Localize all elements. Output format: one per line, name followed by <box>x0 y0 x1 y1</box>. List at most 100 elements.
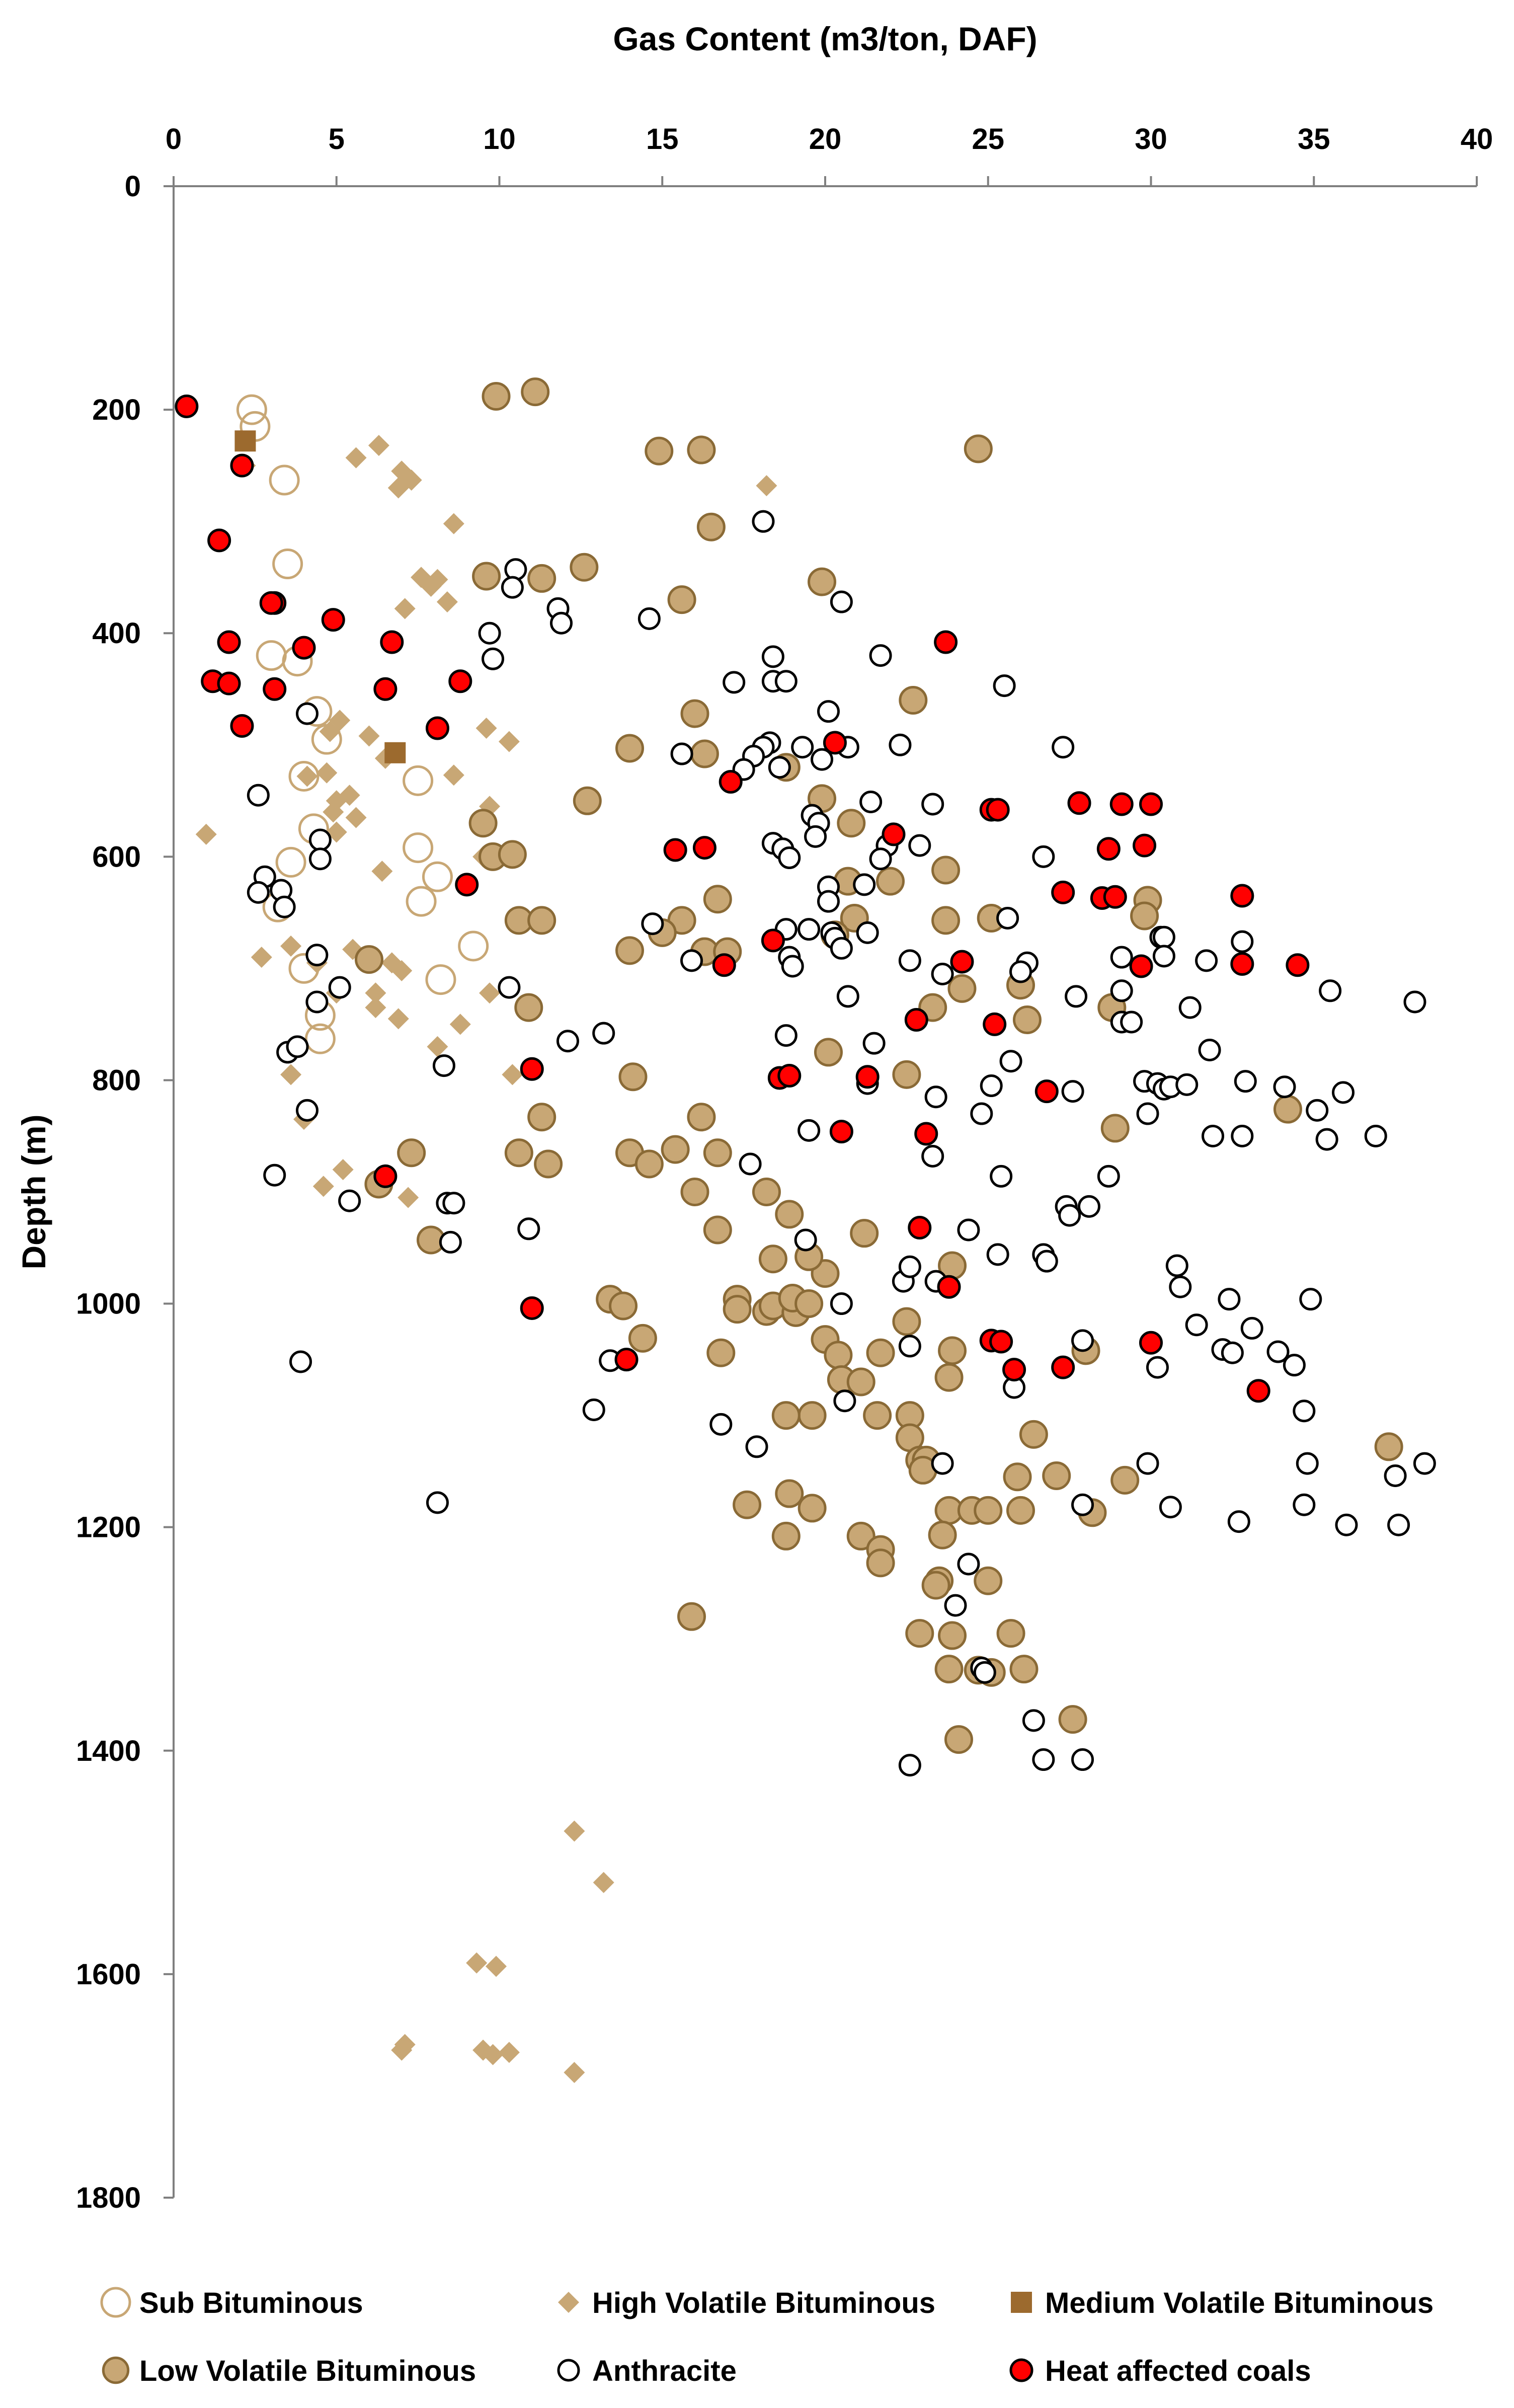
data-point-anthracite <box>1146 1356 1169 1379</box>
data-point-anthracite <box>286 1035 309 1058</box>
data-point-heat-affected-coals <box>230 453 254 478</box>
data-point-sub-bituminous <box>256 640 287 671</box>
data-point-anthracite <box>1052 736 1075 759</box>
data-point-low-volatile-bituminous <box>798 1401 827 1430</box>
data-point-anthracite <box>1221 1341 1244 1364</box>
data-point-low-volatile-bituminous <box>472 562 501 591</box>
data-point-heat-affected-coals <box>373 677 397 701</box>
data-point-anthracite <box>1403 990 1426 1014</box>
data-point-low-volatile-bituminous <box>771 1521 801 1550</box>
legend-marker-sub-bituminous <box>100 2287 131 2318</box>
data-point-high-volatile-bituminous <box>312 1176 334 1197</box>
data-point-anthracite <box>791 736 814 759</box>
data-point-high-volatile-bituminous <box>368 435 389 456</box>
data-point-heat-affected-coals <box>373 1164 397 1188</box>
data-point-anthracite <box>1315 1128 1338 1151</box>
data-point-heat-affected-coals <box>520 1057 544 1081</box>
data-point-anthracite <box>442 1192 465 1215</box>
data-point-anthracite <box>1077 1195 1100 1218</box>
data-point-anthracite <box>1227 1510 1250 1533</box>
data-point-low-volatile-bituminous <box>514 993 543 1022</box>
data-point-low-volatile-bituminous <box>905 1619 934 1648</box>
data-point-heat-affected-coals <box>986 798 1010 822</box>
data-point-low-volatile-bituminous <box>1058 1705 1087 1734</box>
data-point-low-volatile-bituminous <box>1019 1420 1048 1449</box>
data-point-anthracite <box>752 510 775 533</box>
data-point-heat-affected-coals <box>292 636 316 660</box>
data-point-anthracite <box>1231 1124 1254 1147</box>
data-point-high-volatile-bituminous <box>498 731 520 752</box>
data-layer <box>175 377 1436 2083</box>
series-sub-bituminous <box>236 394 489 1054</box>
data-point-low-volatile-bituminous <box>527 1103 556 1132</box>
data-point-anthracite <box>1032 1748 1055 1771</box>
data-point-high-volatile-bituminous <box>449 1014 471 1035</box>
data-point-low-volatile-bituminous <box>1042 1461 1071 1491</box>
data-point-anthracite <box>993 674 1016 697</box>
data-point-low-volatile-bituminous <box>573 786 602 815</box>
data-point-anthracite <box>1175 1073 1199 1096</box>
data-point-low-volatile-bituminous <box>1006 1496 1035 1525</box>
data-point-low-volatile-bituminous <box>1374 1432 1403 1461</box>
data-point-anthracite <box>426 1491 449 1514</box>
data-point-heat-affected-coals <box>712 953 736 977</box>
data-point-low-volatile-bituminous <box>527 906 556 935</box>
data-point-anthracite <box>1384 1464 1407 1488</box>
data-point-high-volatile-bituminous <box>319 721 341 742</box>
data-point-anthracite <box>338 1189 361 1212</box>
data-point-anthracite <box>498 976 521 999</box>
data-point-heat-affected-coals <box>777 1064 802 1088</box>
legend-marker-high-volatile-bituminous <box>558 2292 579 2313</box>
data-point-high-volatile-bituminous <box>345 447 367 469</box>
data-point-sub-bituminous <box>288 760 320 792</box>
data-point-anthracite <box>328 976 351 999</box>
data-point-low-volatile-bituminous <box>794 1289 824 1318</box>
data-point-anthracite <box>1234 1070 1257 1093</box>
data-point-high-volatile-bituminous <box>564 1820 585 1842</box>
y-tick-label: 1800 <box>76 2182 141 2214</box>
data-point-anthracite <box>957 1552 980 1576</box>
data-point-anthracite <box>836 985 859 1008</box>
axes-layer: 0 5 10 15 20 25 30 35 40020040060080010001200140… <box>15 20 1493 2214</box>
data-point-high-volatile-bituminous <box>387 1008 409 1030</box>
data-point-low-volatile-bituminous <box>534 1149 563 1179</box>
data-point-low-volatile-bituminous <box>1130 901 1159 930</box>
data-point-heat-affected-coals <box>934 630 958 654</box>
data-point-medium-volatile-bituminous <box>384 742 406 763</box>
data-point-heat-affected-coals <box>989 1330 1013 1354</box>
legend-item-low-volatile-bituminous: Low Volatile Bituminous <box>102 2355 476 2387</box>
series-low-volatile-bituminous <box>355 377 1403 1754</box>
data-point-anthracite <box>768 756 791 779</box>
data-point-low-volatile-bituminous <box>504 1138 533 1168</box>
data-point-anthracite <box>478 622 501 645</box>
data-point-heat-affected-coals <box>1133 833 1157 858</box>
data-point-low-volatile-bituminous <box>752 1178 781 1206</box>
data-point-anthracite <box>889 733 912 756</box>
data-point-heat-affected-coals <box>1034 1079 1059 1104</box>
x-tick-label: 20 <box>809 123 842 156</box>
data-point-anthracite <box>1293 1493 1316 1516</box>
data-point-anthracite <box>1136 1102 1159 1125</box>
data-point-anthracite <box>247 784 270 807</box>
data-point-anthracite <box>1152 945 1175 968</box>
data-point-high-volatile-bituminous <box>323 801 344 823</box>
data-point-anthracite <box>811 748 834 771</box>
data-point-high-volatile-bituminous <box>593 1872 614 1893</box>
y-tick-label: 1400 <box>76 1735 141 1767</box>
series-medium-volatile-bituminous <box>234 430 406 763</box>
data-point-anthracite <box>1202 1124 1225 1147</box>
data-point-anthracite <box>817 700 840 723</box>
data-point-sub-bituminous <box>236 394 267 425</box>
data-point-heat-affected-coals <box>823 731 847 755</box>
data-point-low-volatile-bituminous <box>808 567 837 596</box>
data-point-low-volatile-bituminous <box>775 1479 804 1508</box>
data-point-low-volatile-bituminous <box>1009 1655 1039 1684</box>
data-point-heat-affected-coals <box>259 591 283 615</box>
data-point-anthracite <box>798 918 821 941</box>
data-point-low-volatile-bituminous <box>615 936 644 965</box>
y-tick-label: 0 <box>125 170 141 203</box>
data-point-low-volatile-bituminous <box>846 1367 875 1396</box>
data-point-anthracite <box>1136 1452 1159 1475</box>
series-high-volatile-bituminous <box>195 435 777 2083</box>
